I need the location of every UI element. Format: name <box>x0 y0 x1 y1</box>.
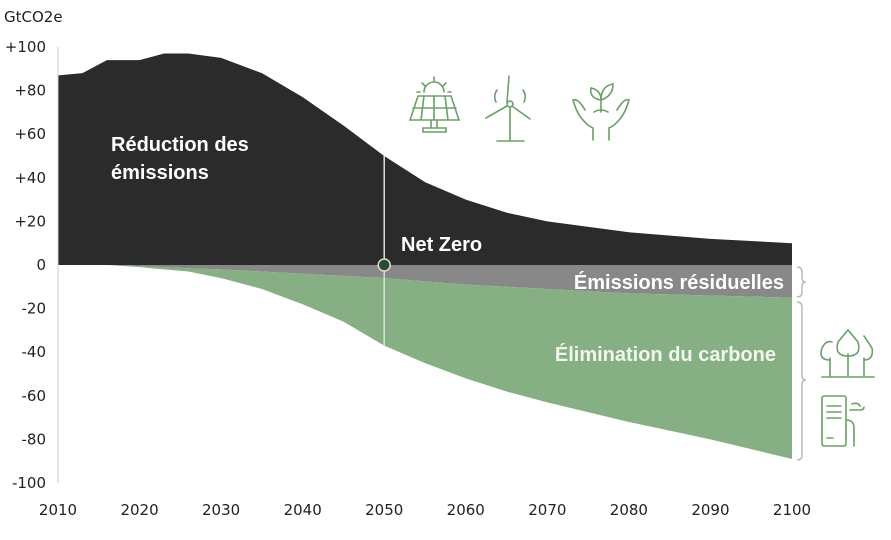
y-tick-label: +40 <box>14 169 46 187</box>
x-tick-label: 2070 <box>528 501 566 519</box>
x-tick-label: 2020 <box>120 501 158 519</box>
area-carbon-removal <box>58 265 792 460</box>
residual-label: Émissions résiduelles <box>574 271 784 294</box>
trees-icon <box>820 328 875 378</box>
y-tick-label: +60 <box>14 125 46 143</box>
y-tick-label: +80 <box>14 82 46 100</box>
hands-plant-icon <box>572 83 630 141</box>
x-tick-label: 2050 <box>365 501 403 519</box>
reduction-label-1: Réduction des <box>111 134 249 156</box>
residual-brace <box>796 266 807 298</box>
x-tick-label: 2090 <box>691 501 729 519</box>
y-tick-label: +100 <box>5 38 46 56</box>
direct-air-capture-icon <box>821 395 865 447</box>
reduction-label-2: émissions <box>111 162 209 184</box>
removal-label: Élimination du carbone <box>555 343 776 366</box>
x-tick-label: 2100 <box>773 501 811 519</box>
x-tick-label: 2060 <box>447 501 485 519</box>
wind-turbine-icon <box>485 75 531 142</box>
y-tick-label: -80 <box>22 430 47 448</box>
net-zero-label: Net Zero <box>401 234 482 256</box>
removal-brace <box>796 301 807 461</box>
x-tick-label: 2010 <box>39 501 77 519</box>
y-tick-label: +20 <box>14 212 46 230</box>
x-tick-label: 2080 <box>610 501 648 519</box>
y-tick-label: 0 <box>36 256 46 274</box>
y-tick-label: -100 <box>12 474 46 492</box>
y-tick-label: -60 <box>22 387 47 405</box>
net-zero-marker <box>377 258 391 272</box>
y-tick-label: -20 <box>22 300 47 318</box>
x-tick-label: 2040 <box>284 501 322 519</box>
y-tick-label: -40 <box>22 343 47 361</box>
solar-panel-icon <box>408 76 461 133</box>
area-emission-reduction <box>58 53 792 265</box>
x-tick-label: 2030 <box>202 501 240 519</box>
y-axis-label: GtCO2e <box>4 8 63 26</box>
